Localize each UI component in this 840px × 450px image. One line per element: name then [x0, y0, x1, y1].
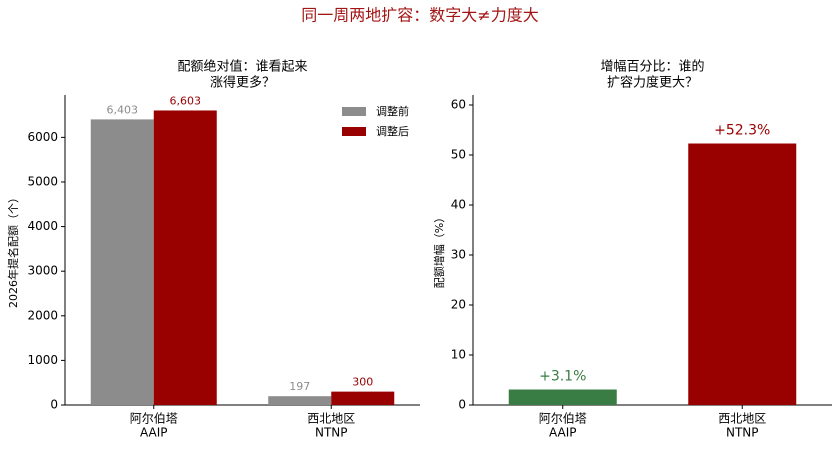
x-tick-label: NTNP: [315, 426, 348, 440]
y-tick-label: 3000: [27, 264, 58, 278]
x-tick-label: 西北地区: [718, 412, 766, 426]
value-label: 197: [289, 380, 310, 393]
y-tick-label: 0: [458, 398, 466, 412]
bar: [688, 143, 797, 405]
y-tick-label: 10: [451, 348, 466, 362]
y-tick-label: 6000: [27, 130, 58, 144]
figure-title: 同一周两地扩容：数字大≠力度大: [301, 6, 538, 25]
chart-title: 配额绝对值：谁看起来: [177, 59, 307, 75]
value-label: 300: [352, 376, 373, 389]
y-tick-label: 2000: [27, 308, 58, 322]
chart-title: 增幅百分比：谁的: [600, 59, 704, 75]
bar: [508, 389, 617, 405]
value-label: 6,603: [170, 94, 202, 107]
legend-swatch: [342, 127, 366, 136]
bar: [268, 396, 332, 405]
x-tick-label: NTNP: [726, 426, 759, 440]
value-label: 6,403: [107, 103, 139, 116]
legend-label: 调整前: [376, 104, 409, 118]
x-tick-label: AAIP: [549, 426, 577, 440]
legend-swatch: [342, 107, 366, 116]
y-tick-label: 20: [451, 298, 466, 312]
y-tick-label: 40: [451, 198, 466, 212]
x-tick-label: 西北地区: [307, 412, 355, 426]
value-label: +3.1%: [539, 369, 586, 385]
y-axis-label: 2026年提名配额（个）: [6, 192, 20, 308]
bar: [90, 119, 154, 405]
y-tick-label: 5000: [27, 174, 58, 188]
legend-label: 调整后: [376, 124, 409, 138]
y-tick-label: 60: [451, 98, 466, 112]
y-tick-label: 4000: [27, 219, 58, 233]
x-tick-label: 阿尔伯塔: [539, 411, 587, 426]
y-tick-label: 0: [50, 398, 58, 412]
y-axis-label: 配额增幅（%）: [432, 212, 446, 288]
y-tick-label: 30: [451, 248, 466, 262]
value-label: +52.3%: [714, 123, 770, 139]
x-tick-label: 阿尔伯塔: [130, 411, 178, 426]
chart-title: 扩容力度更大？: [607, 75, 698, 91]
bar: [153, 110, 217, 406]
bar: [331, 391, 395, 405]
x-tick-label: AAIP: [140, 426, 168, 440]
chart-title: 涨得更多？: [210, 75, 275, 91]
y-tick-label: 1000: [27, 353, 58, 367]
y-tick-label: 50: [451, 148, 466, 162]
